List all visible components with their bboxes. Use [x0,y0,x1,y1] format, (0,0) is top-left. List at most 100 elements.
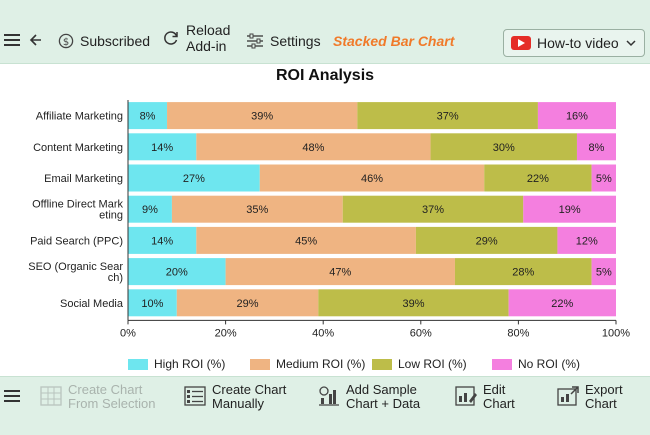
data-label: 19% [559,204,581,216]
create-selection-line1: Create Chart [68,382,143,397]
bar-segment [128,133,197,161]
data-label: 29% [237,298,259,310]
bar-segment [591,164,616,192]
add-sample-chart-button[interactable]: Add Sample Chart + Data [318,383,420,411]
bar-segment [196,226,416,254]
bar-segment [523,195,616,223]
settings-button[interactable]: Settings [246,33,321,49]
data-label: 10% [141,298,163,310]
data-label: 16% [566,111,588,123]
data-label: 8% [140,111,156,123]
data-label: 45% [295,235,317,247]
export-line1: Export [585,382,623,397]
data-label: 20% [166,267,188,279]
create-selection-line2: From Selection [68,396,156,411]
data-label: 8% [589,142,605,154]
category-label: Paid Search (PPC) [30,235,123,247]
create-chart-manually-button[interactable]: Create Chart Manually [184,383,286,411]
create-chart-from-selection-button[interactable]: Create Chart From Selection [40,383,155,411]
legend-label: High ROI (%) [154,357,226,371]
create-manual-line1: Create Chart [212,382,287,397]
legend-swatch [250,358,270,370]
chart-type-link[interactable]: Stacked Bar Chart [333,33,455,49]
data-label: 5% [596,173,612,185]
bar-segment [225,258,455,286]
legend-swatch [492,358,512,370]
bar-segment [128,258,226,286]
data-label: 14% [151,235,173,247]
bottom-hamburger-button[interactable] [3,388,21,407]
sliders-icon [246,33,264,49]
legend-item: Low ROI (%) [372,357,467,371]
bar-segment [128,195,172,223]
howto-video-label: How-to video [537,35,619,51]
export-chart-button[interactable]: Export Chart [557,383,623,411]
add-sample-line1: Add Sample [346,382,417,397]
data-label: 22% [527,173,549,185]
subscribed-button[interactable]: $ Subscribed [58,33,150,49]
settings-label: Settings [270,33,321,49]
back-button[interactable] [28,31,44,49]
bar-segment [176,289,319,317]
reload-addin-button[interactable]: Reload Add-in [162,22,230,54]
legend-label: Low ROI (%) [398,357,467,371]
category-label: Affiliate Marketing [36,111,123,123]
svg-text:$: $ [63,37,69,48]
subscribed-label: Subscribed [80,33,151,49]
bar-segment [591,258,616,286]
chevron-down-icon [625,36,637,52]
bar-segment [259,164,485,192]
howto-video-dropdown[interactable]: How-to video [503,29,645,57]
data-label: 22% [551,298,573,310]
data-label: 47% [329,267,351,279]
hamburger-icon [3,32,21,48]
bar-segment [508,289,616,317]
bar-segment [128,102,168,130]
x-tick-label: 20% [215,327,237,339]
bar-segment [415,226,558,254]
data-label: 48% [302,142,324,154]
data-label: 37% [422,204,444,216]
edit-chart-icon [455,385,477,410]
bar-segment [128,226,197,254]
chart-title: ROI Analysis [275,67,375,84]
hamburger-menu-button[interactable] [3,32,21,48]
data-label: 12% [576,235,598,247]
sample-data-icon [318,385,340,410]
data-label: 27% [183,173,205,185]
hamburger-icon [3,388,21,407]
data-label: 39% [251,111,273,123]
bar-segment [430,133,577,161]
bar-segment [537,102,616,130]
top-toolbar: $ Subscribed Reload Add-in Settings Stac… [0,0,650,64]
export-chart-icon [557,385,579,410]
bar-segment [128,164,260,192]
legend-swatch [128,358,148,370]
legend-swatch [372,358,392,370]
list-table-icon [184,385,206,410]
data-label: 29% [476,235,498,247]
legend-item: No ROI (%) [492,357,580,371]
export-line2: Chart [585,396,617,411]
chart-legend: High ROI (%) Medium ROI (%) Low ROI (%) No … [0,357,650,373]
bar-segment [484,164,592,192]
edit-chart-button[interactable]: Edit Chart [455,383,515,411]
data-label: 39% [402,298,424,310]
data-label: 28% [512,267,534,279]
data-label: 30% [493,142,515,154]
category-label: SEO (Organic Sear [28,261,123,273]
bar-segment [196,133,431,161]
youtube-icon [511,36,531,50]
legend-item: Medium ROI (%) [250,357,365,371]
bar-segment [576,133,616,161]
table-icon [40,385,62,410]
edit-line2: Chart [483,396,515,411]
category-label: Email Marketing [44,173,123,185]
category-label: Social Media [60,298,124,310]
category-label: ch) [108,272,123,284]
x-tick-label: 40% [312,327,334,339]
data-label: 5% [596,267,612,279]
legend-label: No ROI (%) [518,357,581,371]
back-arrow-icon [28,31,44,49]
